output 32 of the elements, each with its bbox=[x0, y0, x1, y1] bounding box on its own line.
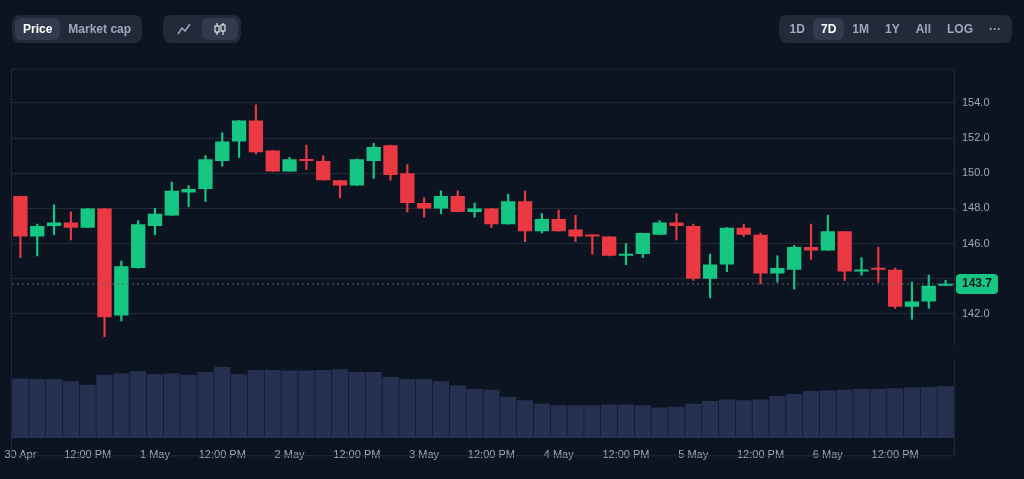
text: 7D bbox=[812, 18, 845, 40]
text: Price bbox=[15, 18, 61, 40]
x-tick-label: 2 May bbox=[274, 448, 306, 461]
text: 1D bbox=[788, 21, 806, 38]
x-tick-label: 12:00 PM bbox=[64, 448, 112, 461]
x-tick-label: 12:00 PM bbox=[602, 448, 650, 461]
x-tick-label: 12:00 PM bbox=[871, 448, 919, 461]
y-tick-label: 146.0 bbox=[962, 236, 990, 249]
y-tick-label: 154.0 bbox=[962, 96, 990, 109]
x-tick-label: 12:00 PM bbox=[467, 448, 515, 461]
x-tick-label: 12:00 PM bbox=[737, 448, 785, 461]
y-tick-label: 152.0 bbox=[962, 131, 990, 144]
text: 1Y bbox=[883, 21, 901, 38]
text: All bbox=[914, 21, 932, 38]
x-tick-label: 1 May bbox=[140, 448, 171, 461]
y-tick-label: 148.0 bbox=[962, 201, 990, 214]
text: 1M bbox=[851, 21, 870, 38]
x-tick-label: 4 May bbox=[543, 448, 575, 461]
x-tick-label: 12:00 PM bbox=[198, 448, 246, 461]
ref-line-label: 143.7 bbox=[962, 276, 993, 291]
candlestick bbox=[854, 257, 869, 276]
x-tick-label: 3 May bbox=[409, 448, 440, 461]
x-tick-label: 6 May bbox=[812, 448, 844, 461]
text: Market cap bbox=[67, 21, 133, 38]
text: ··· bbox=[988, 21, 1002, 38]
candlestick bbox=[568, 215, 583, 243]
text: LOG bbox=[946, 21, 974, 38]
y-tick-label: 142.0 bbox=[962, 306, 990, 319]
y-tick-label: 150.0 bbox=[962, 166, 990, 179]
candlestick bbox=[669, 213, 684, 241]
x-tick-label: 5 May bbox=[678, 448, 709, 461]
x-tick-label: 12:00 PM bbox=[333, 448, 381, 461]
